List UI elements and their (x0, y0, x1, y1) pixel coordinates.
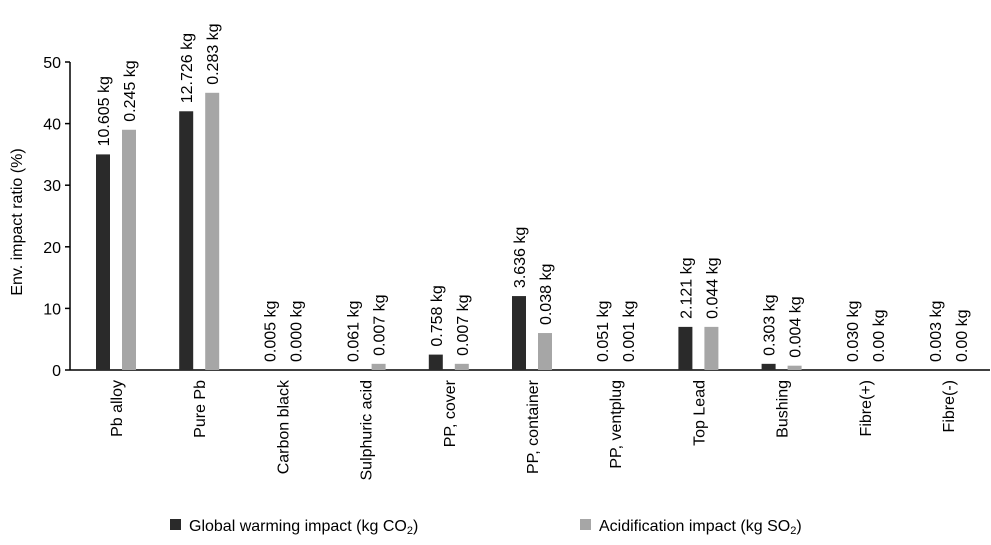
data-label: 0.061 kg (346, 301, 363, 362)
data-label: 12.726 kg (179, 33, 196, 103)
y-tick-label: 50 (43, 55, 61, 72)
bar (538, 333, 552, 370)
bar (678, 326, 693, 370)
legend: Global warming impact (kg CO2) Acidificat… (170, 518, 802, 537)
data-label: 10.605 kg (96, 76, 113, 146)
bar (428, 354, 443, 370)
bar (205, 92, 220, 371)
data-label: 0.758 kg (429, 285, 446, 346)
category-label: Carbon black (275, 379, 292, 474)
legend-label: Acidification impact (kg SO2) (599, 518, 802, 537)
data-label: 0.007 kg (372, 294, 389, 355)
y-tick-label: 0 (52, 363, 61, 380)
category-labels: Pb alloy Pure Pb Carbon black Sulphuric aci… (109, 379, 958, 480)
data-label: 0.051 kg (595, 301, 612, 362)
category-label: Bushing (775, 380, 792, 438)
data-label: 0.038 kg (538, 264, 555, 325)
data-label: 0.00 kg (954, 310, 971, 362)
bar (454, 363, 469, 370)
data-label: 0.303 kg (762, 294, 779, 355)
y-tick-label: 30 (43, 178, 61, 195)
bar (96, 154, 110, 370)
category-label: Sulphuric acid (359, 380, 376, 481)
bar (179, 111, 194, 370)
category-label: PP, ventplug (608, 380, 625, 469)
legend-swatch (580, 519, 591, 530)
axes: 0 10 20 30 40 50 (43, 55, 990, 380)
data-label: 0.003 kg (928, 301, 945, 362)
data-label: 0.005 kg (262, 301, 279, 362)
data-label: 2.121 kg (678, 257, 695, 318)
data-label: 0.001 kg (621, 301, 638, 362)
bar (512, 296, 526, 370)
bar (704, 326, 719, 370)
bars (96, 92, 802, 371)
data-label: 0.245 kg (122, 60, 139, 121)
category-label: Top Lead (691, 380, 708, 446)
category-label: PP, container (525, 379, 542, 474)
category-label: Fibre(+) (858, 380, 875, 436)
data-label: 0.004 kg (788, 296, 805, 357)
legend-label: Global warming impact (kg CO2) (189, 518, 418, 537)
y-tick-label: 40 (43, 117, 61, 134)
y-axis-title: Env. impact ratio (%) (9, 148, 26, 295)
bar (787, 365, 802, 370)
category-label: PP, cover (442, 379, 459, 447)
data-labels: 10.605 kg 0.245 kg 12.726 kg 0.283 kg 0.005 … (96, 23, 971, 362)
data-label: 0.007 kg (455, 294, 472, 355)
data-label: 0.00 kg (871, 310, 888, 362)
bar (761, 363, 776, 370)
legend-swatch (170, 519, 181, 530)
data-label: 0.044 kg (704, 257, 721, 318)
data-label: 0.283 kg (205, 23, 222, 84)
category-label: Fibre(-) (941, 380, 958, 432)
data-label: 0.000 kg (288, 301, 305, 362)
bar (122, 129, 136, 370)
category-label: Pb alloy (109, 380, 126, 437)
data-label: 3.636 kg (512, 227, 529, 288)
category-label: Pure Pb (192, 380, 209, 438)
data-label: 0.030 kg (845, 301, 862, 362)
bar (371, 363, 386, 370)
y-tick-label: 10 (43, 301, 61, 318)
y-tick-label: 20 (43, 240, 61, 257)
